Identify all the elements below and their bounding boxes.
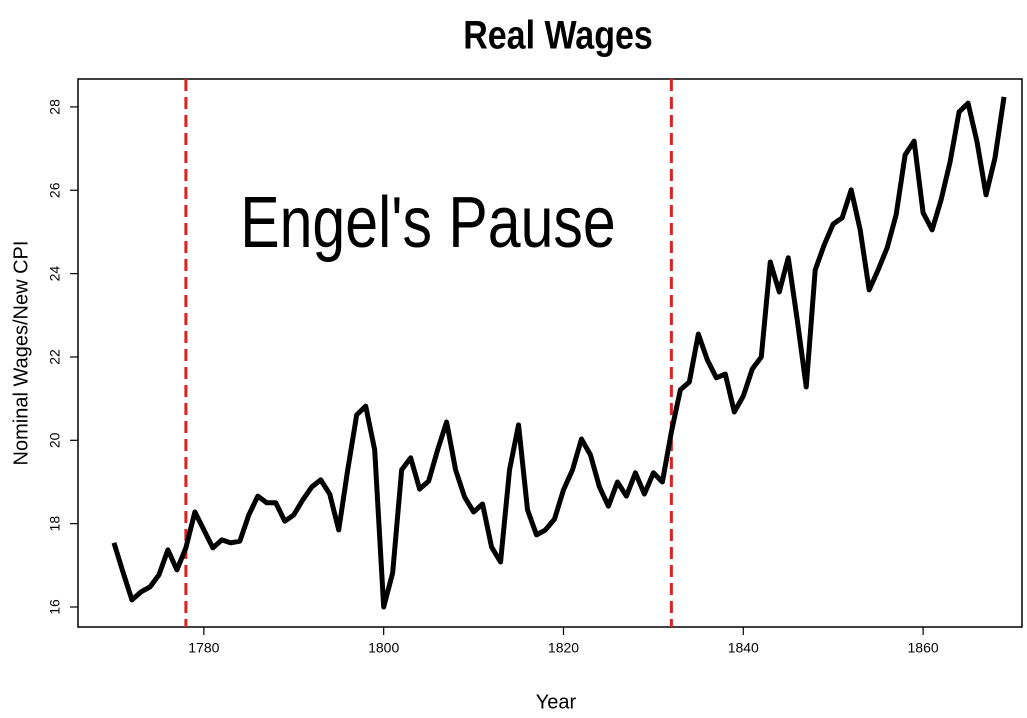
y-axis-label: Nominal Wages/New CPI	[10, 241, 32, 466]
y-tick-label: 22	[47, 349, 63, 365]
x-axis-label: Year	[536, 691, 577, 713]
y-tick-label: 28	[47, 99, 63, 115]
x-tick-label: 1800	[368, 640, 399, 656]
x-tick-label: 1860	[908, 640, 939, 656]
y-tick-label: 18	[47, 516, 63, 532]
x-tick-label: 1840	[728, 640, 759, 656]
y-tick-label: 24	[47, 266, 63, 282]
x-tick-label: 1820	[548, 640, 579, 656]
annotation: Engel's Pause	[240, 181, 616, 262]
y-tick-label: 16	[47, 599, 63, 615]
y-tick-label: 26	[47, 182, 63, 198]
data-line	[111, 96, 1007, 610]
plot-frame	[77, 78, 1023, 628]
chart-title: Real Wages	[463, 12, 653, 57]
y-tick-label: 20	[47, 432, 63, 448]
x-tick-label: 1780	[188, 640, 219, 656]
